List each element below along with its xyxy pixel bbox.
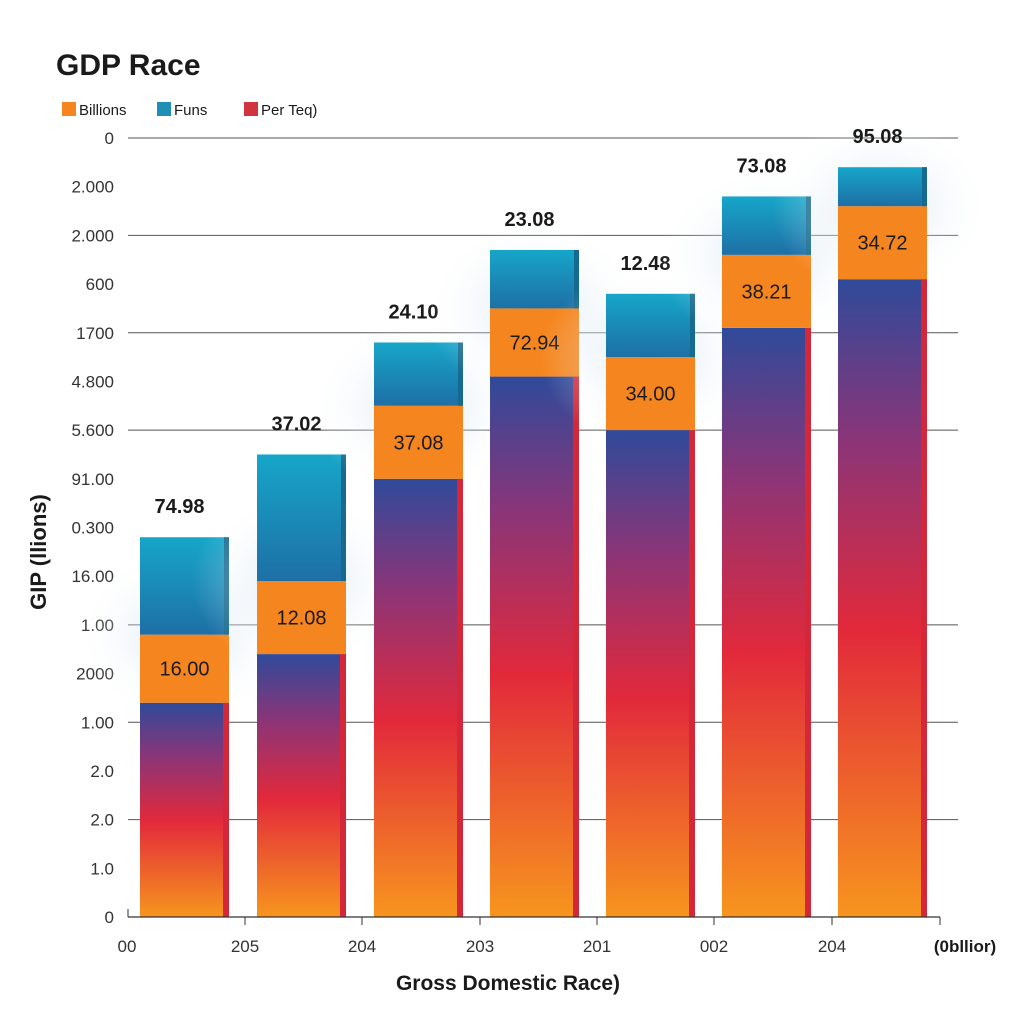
bar-segment-per-teq [374,478,463,917]
segment-label: 34.00 [625,384,675,406]
x-tick-label: 204 [348,937,376,956]
legend-swatch [62,102,76,116]
segment-label: 34.72 [857,233,907,255]
bar-segment-funs [257,454,346,582]
bar-edge [921,279,927,918]
bar-segment-per-teq [606,430,695,917]
bar-edge [223,702,229,917]
bar-segment-per-teq [838,279,927,918]
y-tick-label: 0 [105,908,114,927]
y-tick-label: 91.00 [71,470,114,489]
bar-edge [457,478,463,917]
bar-edge [805,327,811,918]
bar-segment-per-teq [722,327,811,918]
segment-label: 12.08 [276,608,326,630]
bar-segment-billions [606,357,695,431]
legend-label: Per Teq) [261,102,317,119]
y-tick-label: 2.0 [90,762,114,781]
y-tick-label: 2.000 [71,226,114,245]
bar-segment-billions [722,254,811,328]
bar-stack: 12.08 37.02 [191,413,412,917]
y-tick-label: 600 [86,275,114,294]
y-tick-label: 0.300 [71,519,114,538]
segment-label: 37.08 [393,432,443,454]
x-tick-label: 205 [231,937,259,956]
bar-segment-billions [140,634,229,703]
y-tick-label: 1700 [76,324,114,343]
bar-total-label: 37.02 [271,413,321,435]
bar-edge [573,376,579,918]
bar-total-label: 23.08 [504,209,554,231]
bar-total-label: 95.08 [852,126,902,148]
bar-segment-funs [838,167,927,207]
x-axis-label: Gross Domestic Race) [396,972,620,995]
bar-segment-per-teq [257,654,346,917]
bar-total-label: 73.08 [736,155,786,177]
segment-label: 38.21 [741,281,791,303]
legend-swatch [244,102,258,116]
bar-segment-per-teq [490,376,579,918]
bar-stack: 34.72 95.08 [772,116,993,918]
y-tick-label: 1.00 [81,713,114,732]
y-tick-label: 1.0 [90,859,114,878]
legend-label: Funs [174,102,207,119]
x-tick-label: 201 [583,937,611,956]
legend-swatch [157,102,171,116]
y-tick-label: 2.0 [90,811,114,830]
bar-edge [922,167,927,207]
bar-edge [340,654,346,917]
y-axis-label: GIP (llions) [26,494,51,610]
x-tick-label: 204 [818,937,846,956]
y-tick-label: 0 [105,129,114,148]
bar-edge [341,454,346,582]
y-tick-label: 2.000 [71,178,114,197]
y-tick-label: 5.600 [71,421,114,440]
bar-segment-funs [490,249,579,309]
bar-segment-billions [838,206,927,280]
bar-segment-billions [257,581,346,655]
segment-label: 16.00 [159,659,209,681]
x-tick-label: 002 [700,937,728,956]
bar-edge [574,249,579,309]
x-tick-label: 203 [466,937,494,956]
chart-title: GDP Race [56,49,201,82]
bar-segment-per-teq [140,702,229,917]
legend-label: Billions [79,102,127,119]
x-unit-label: (0bllior) [934,937,996,956]
bar-edge [690,293,695,358]
bar-total-label: 74.98 [154,496,204,518]
bar-edge [689,430,695,917]
y-tick-label: 4.800 [71,372,114,391]
bar-segment-billions [374,405,463,479]
legend: Billions Funs Per Teq) [62,102,317,119]
x-tick-label: 00 [118,937,137,956]
